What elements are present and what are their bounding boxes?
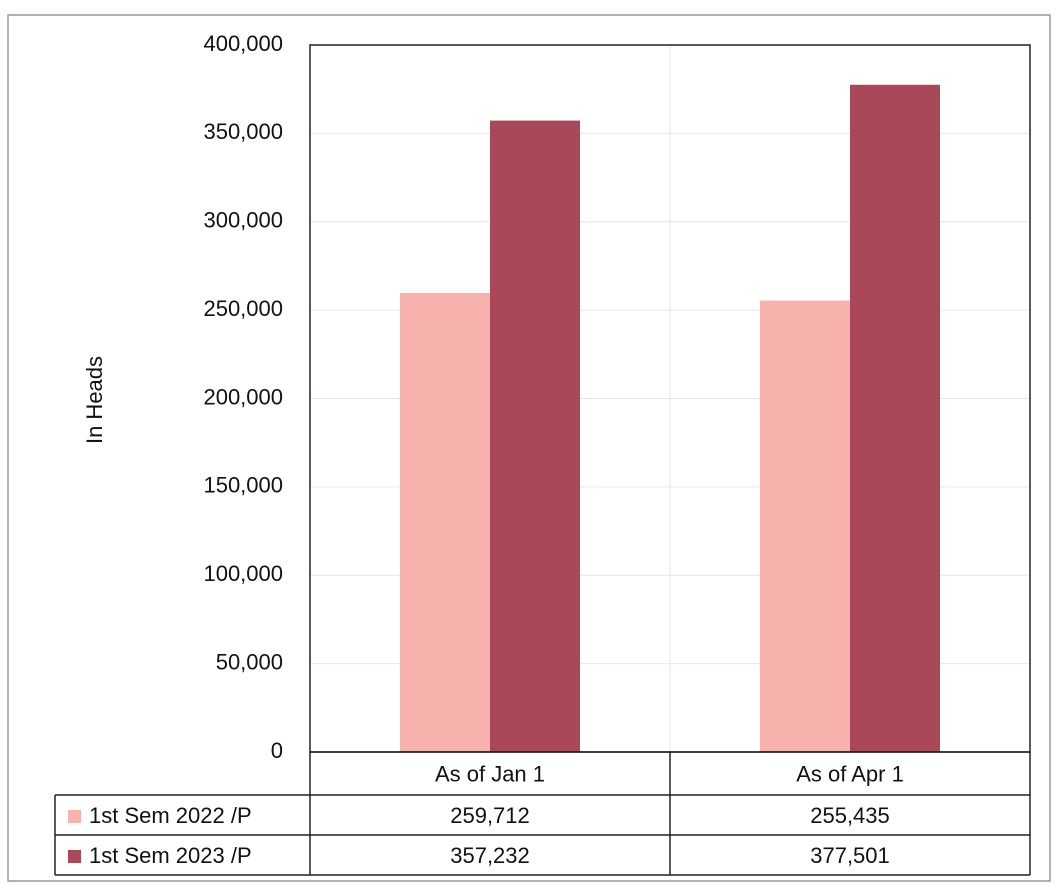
- y-tick-label: 300,000: [203, 208, 283, 233]
- data-table-value: 255,435: [810, 803, 890, 828]
- legend-key: [68, 850, 81, 863]
- bar: [850, 84, 940, 753]
- y-tick-label: 0: [271, 738, 283, 763]
- outer-border: [7, 14, 1051, 882]
- data-table-value: 357,232: [450, 843, 530, 868]
- y-tick-label: 400,000: [203, 31, 283, 56]
- y-tick-label: 350,000: [203, 119, 283, 144]
- legend-key: [68, 810, 81, 823]
- x-tick-label: As of Jan 1: [435, 761, 545, 786]
- data-table-value: 259,712: [450, 803, 530, 828]
- legend-label: 1st Sem 2023 /P: [89, 843, 252, 868]
- data-table-value: 377,501: [810, 843, 890, 868]
- y-tick-label: 100,000: [203, 561, 283, 586]
- y-axis-label: In Heads: [82, 356, 107, 444]
- y-tick-label: 200,000: [203, 384, 283, 409]
- y-tick-label: 150,000: [203, 473, 283, 498]
- bar: [760, 300, 850, 752]
- bar: [400, 292, 490, 752]
- bar: [490, 120, 580, 753]
- legend-label: 1st Sem 2022 /P: [89, 803, 252, 828]
- x-tick-label: As of Apr 1: [796, 761, 904, 786]
- y-tick-label: 250,000: [203, 296, 283, 321]
- y-tick-label: 50,000: [216, 649, 283, 674]
